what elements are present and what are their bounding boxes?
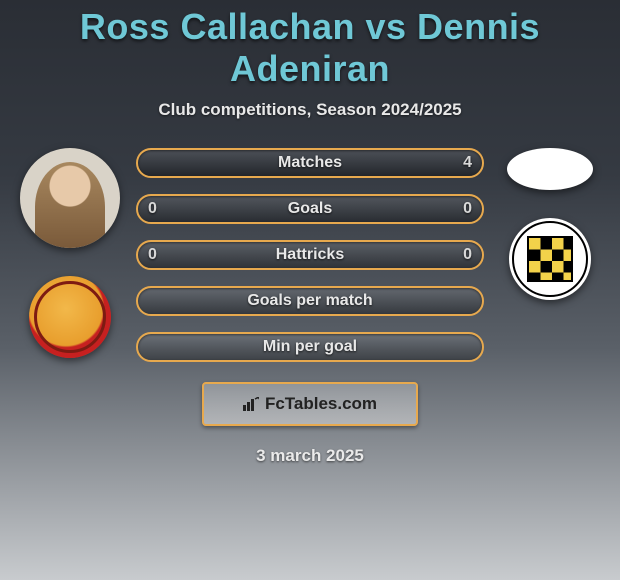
stat-row-goals-per-match: Goals per match bbox=[136, 286, 484, 316]
stat-row-min-per-goal: Min per goal bbox=[136, 332, 484, 362]
bar-chart-icon bbox=[243, 397, 259, 411]
stat-left-value: 0 bbox=[148, 200, 157, 218]
stat-right-value: 4 bbox=[463, 154, 472, 172]
comparison-layout: Matches 4 0 Goals 0 0 Hattricks 0 Goals … bbox=[0, 148, 620, 362]
stat-row-goals: 0 Goals 0 bbox=[136, 194, 484, 224]
player-right-avatar bbox=[507, 148, 593, 190]
stat-label: Goals per match bbox=[247, 292, 372, 310]
stat-label: Hattricks bbox=[276, 246, 344, 264]
brand-box[interactable]: FcTables.com bbox=[202, 382, 418, 426]
club-right-pattern-icon bbox=[527, 236, 573, 282]
club-left-badge-icon bbox=[29, 276, 111, 358]
page-title: Ross Callachan vs Dennis Adeniran bbox=[0, 0, 620, 90]
stat-label: Matches bbox=[278, 154, 342, 172]
date-label: 3 march 2025 bbox=[0, 446, 620, 466]
stat-right-value: 0 bbox=[463, 246, 472, 264]
stat-row-hattricks: 0 Hattricks 0 bbox=[136, 240, 484, 270]
player-left-avatar bbox=[20, 148, 120, 248]
stat-right-value: 0 bbox=[463, 200, 472, 218]
club-right-badge-icon bbox=[509, 218, 591, 300]
right-column bbox=[490, 148, 610, 300]
stats-bars: Matches 4 0 Goals 0 0 Hattricks 0 Goals … bbox=[130, 148, 490, 362]
brand-label: FcTables.com bbox=[265, 394, 377, 414]
stat-label: Min per goal bbox=[263, 338, 357, 356]
stat-left-value: 0 bbox=[148, 246, 157, 264]
left-column bbox=[10, 148, 130, 358]
stat-row-matches: Matches 4 bbox=[136, 148, 484, 178]
stat-label: Goals bbox=[288, 200, 332, 218]
subtitle: Club competitions, Season 2024/2025 bbox=[0, 100, 620, 120]
player-left-silhouette-icon bbox=[35, 162, 105, 248]
